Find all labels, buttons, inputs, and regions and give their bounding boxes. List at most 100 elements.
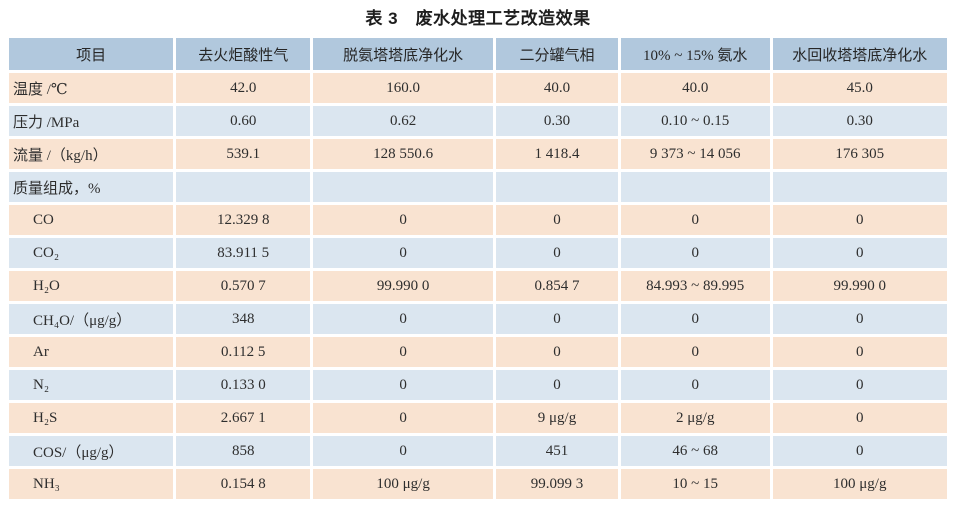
cell-value: 12.329 8	[176, 205, 311, 235]
cell-value: 0	[772, 370, 947, 400]
cell-value: 0.30	[496, 106, 618, 136]
header-cell-3: 二分罐气相	[496, 38, 618, 70]
cell-value: 0	[313, 337, 494, 367]
table-row: 质量组成，%	[9, 172, 947, 202]
cell-value: 100 μg/g	[313, 469, 494, 499]
cell-value: 0	[496, 304, 618, 334]
table-row: NH₃ 0.154 8 100 μg/g 99.099 3 10 ~ 15 100 μg/…	[9, 469, 947, 499]
cell-value: 0	[620, 304, 770, 334]
cell-value: 99.990 0	[772, 271, 947, 301]
row-label: 温度 /℃	[9, 73, 174, 103]
cell-value: 0	[772, 436, 947, 466]
cell-value: 45.0	[772, 73, 947, 103]
row-label: H₂O	[9, 271, 174, 301]
header-cell-4: 10% ~ 15% 氨水	[620, 38, 770, 70]
cell-value: 83.911 5	[176, 238, 311, 268]
row-label: CO₂	[9, 238, 174, 268]
cell-value: 2.667 1	[176, 403, 311, 433]
cell-value: 128 550.6	[313, 139, 494, 169]
cell-value	[176, 172, 311, 202]
cell-value: 0	[772, 337, 947, 367]
row-label: 质量组成，%	[9, 172, 174, 202]
cell-value: 2 μg/g	[620, 403, 770, 433]
row-label: 流量 /（kg/h）	[9, 139, 174, 169]
cell-value: 0.30	[772, 106, 947, 136]
table-row: 温度 /℃ 42.0 160.0 40.0 40.0 45.0	[9, 73, 947, 103]
cell-value: 0	[496, 238, 618, 268]
cell-value: 451	[496, 436, 618, 466]
cell-value: 9 μg/g	[496, 403, 618, 433]
cell-value: 0.10 ~ 0.15	[620, 106, 770, 136]
row-label: H₂S	[9, 403, 174, 433]
row-label: NH₃	[9, 469, 174, 499]
cell-value: 0	[772, 304, 947, 334]
table-title: 表 3 废水处理工艺改造效果	[365, 9, 591, 28]
cell-value: 539.1	[176, 139, 311, 169]
header-cell-1: 去火炬酸性气	[176, 38, 311, 70]
cell-value: 99.990 0	[313, 271, 494, 301]
cell-value: 0	[313, 205, 494, 235]
cell-value: 1 418.4	[496, 139, 618, 169]
cell-value: 40.0	[620, 73, 770, 103]
header-cell-0: 项目	[9, 38, 174, 70]
cell-value: 0	[772, 403, 947, 433]
row-label: N₂	[9, 370, 174, 400]
row-label: COS/（μg/g）	[9, 436, 174, 466]
cell-value: 9 373 ~ 14 056	[620, 139, 770, 169]
cell-value: 42.0	[176, 73, 311, 103]
cell-value: 0.570 7	[176, 271, 311, 301]
row-label: 压力 /MPa	[9, 106, 174, 136]
header-cell-2: 脱氨塔塔底净化水	[313, 38, 494, 70]
cell-value: 0.854 7	[496, 271, 618, 301]
cell-value: 0	[496, 370, 618, 400]
cell-value: 0	[313, 304, 494, 334]
cell-value: 0	[313, 238, 494, 268]
header-row: 项目 去火炬酸性气 脱氨塔塔底净化水 二分罐气相 10% ~ 15% 氨水 水回收塔塔底净…	[9, 38, 947, 70]
cell-value: 0	[313, 403, 494, 433]
cell-value: 0.133 0	[176, 370, 311, 400]
cell-value: 84.993 ~ 89.995	[620, 271, 770, 301]
table-row: COS/（μg/g） 858 0 451 46 ~ 68 0	[9, 436, 947, 466]
table-row: H₂O 0.570 7 99.990 0 0.854 7 84.993 ~ 89.995…	[9, 271, 947, 301]
cell-value	[496, 172, 618, 202]
cell-value: 0	[496, 205, 618, 235]
cell-value: 99.099 3	[496, 469, 618, 499]
cell-value: 348	[176, 304, 311, 334]
table-row: 压力 /MPa 0.60 0.62 0.30 0.10 ~ 0.15 0.30	[9, 106, 947, 136]
row-label: Ar	[9, 337, 174, 367]
cell-value: 0	[620, 370, 770, 400]
cell-value: 160.0	[313, 73, 494, 103]
cell-value: 46 ~ 68	[620, 436, 770, 466]
cell-value: 0	[496, 337, 618, 367]
cell-value	[313, 172, 494, 202]
header-cell-5: 水回收塔塔底净化水	[772, 38, 947, 70]
cell-value: 0	[772, 238, 947, 268]
row-label: CH₄O/（μg/g）	[9, 304, 174, 334]
cell-value: 0	[313, 370, 494, 400]
cell-value: 0	[772, 205, 947, 235]
table-body: 温度 /℃ 42.0 160.0 40.0 40.0 45.0 压力 /MPa 0.60 0.6…	[9, 73, 947, 499]
cell-value: 858	[176, 436, 311, 466]
table-row: CH₄O/（μg/g） 348 0 0 0 0	[9, 304, 947, 334]
table-row: 流量 /（kg/h） 539.1 128 550.6 1 418.4 9 373 ~ 1…	[9, 139, 947, 169]
cell-value: 0.154 8	[176, 469, 311, 499]
cell-value: 0.60	[176, 106, 311, 136]
cell-value: 0.112 5	[176, 337, 311, 367]
cell-value: 0	[313, 436, 494, 466]
wastewater-table: 项目 去火炬酸性气 脱氨塔塔底净化水 二分罐气相 10% ~ 15% 氨水 水回收塔塔底净…	[6, 35, 950, 502]
cell-value: 0	[620, 205, 770, 235]
cell-value	[620, 172, 770, 202]
cell-value: 0	[620, 238, 770, 268]
cell-value: 0.62	[313, 106, 494, 136]
cell-value: 0	[620, 337, 770, 367]
cell-value: 176 305	[772, 139, 947, 169]
cell-value: 10 ~ 15	[620, 469, 770, 499]
cell-value: 40.0	[496, 73, 618, 103]
cell-value: 100 μg/g	[772, 469, 947, 499]
